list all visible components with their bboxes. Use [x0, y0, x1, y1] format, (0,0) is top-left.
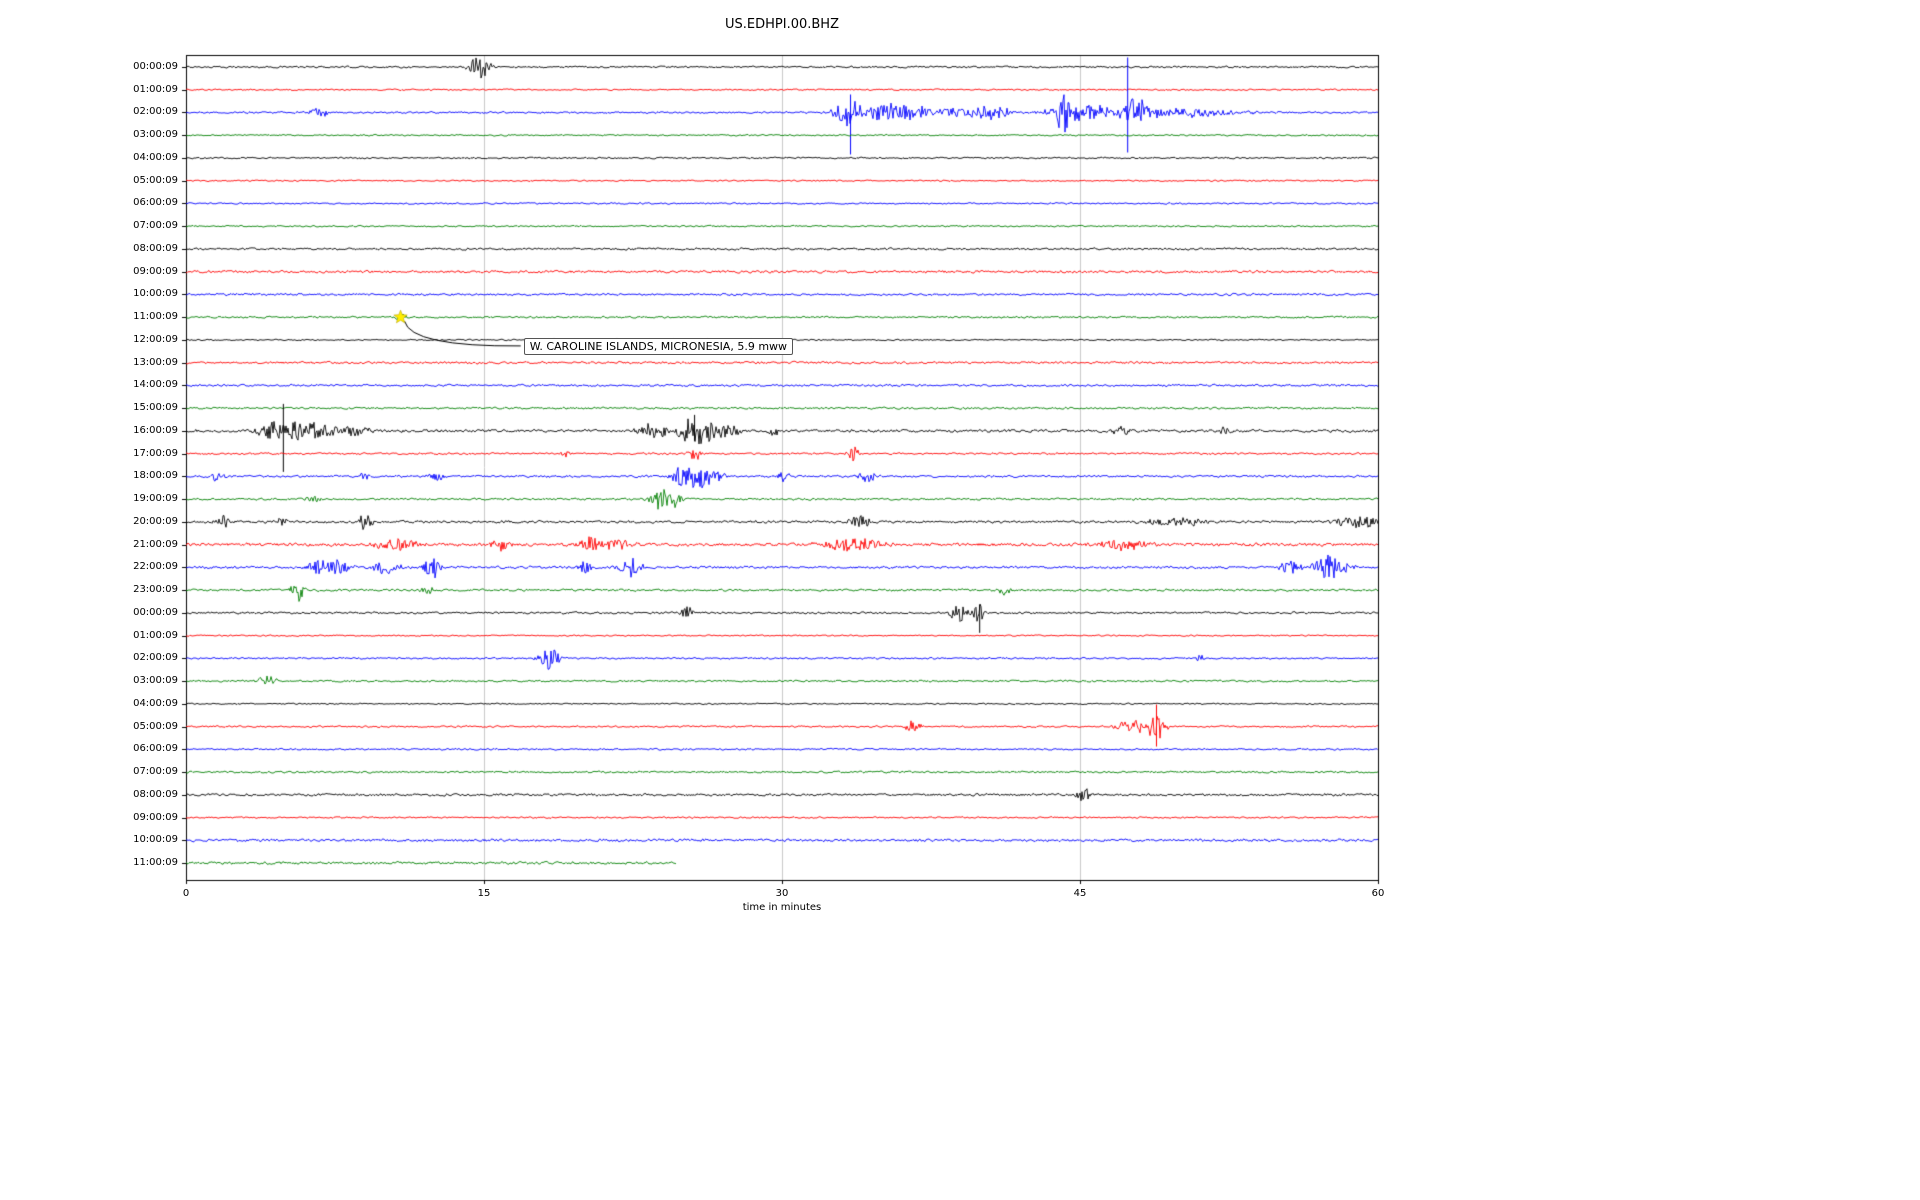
row-label: 03:00:09: [133, 675, 178, 687]
row-label: 02:00:09: [133, 106, 178, 118]
row-label: 03:00:09: [133, 129, 178, 141]
row-label: 05:00:09: [133, 174, 178, 186]
row-label: 09:00:09: [133, 265, 178, 277]
row-label: 12:00:09: [133, 333, 178, 345]
row-label: 00:00:09: [133, 61, 178, 72]
row-label: 22:00:09: [133, 561, 178, 573]
row-label: 16:00:09: [133, 424, 178, 436]
row-label: 08:00:09: [133, 788, 178, 800]
x-tick-label: 45: [1073, 888, 1087, 899]
row-label: 15:00:09: [133, 402, 178, 414]
row-label: 04:00:09: [133, 697, 178, 709]
row-label: 07:00:09: [133, 766, 178, 778]
row-label: 08:00:09: [133, 242, 178, 254]
row-label: 01:00:09: [133, 629, 178, 641]
row-label: 05:00:09: [133, 720, 178, 732]
row-label: 00:00:09: [133, 606, 178, 618]
row-label: 06:00:09: [133, 197, 178, 209]
row-label: 18:00:09: [133, 470, 178, 482]
event-annotation: W. CAROLINE ISLANDS, MICRONESIA, 5.9 mww: [523, 337, 794, 355]
row-label: 01:00:09: [133, 83, 178, 95]
row-label: 02:00:09: [133, 652, 178, 664]
row-label: 11:00:09: [133, 857, 178, 868]
row-label: 20:00:09: [133, 515, 178, 527]
row-label: 13:00:09: [133, 356, 178, 368]
row-label: 19:00:09: [133, 493, 178, 505]
row-label: 23:00:09: [133, 584, 178, 596]
row-label: 17:00:09: [133, 447, 178, 459]
row-label: 10:00:09: [133, 834, 178, 846]
row-label: 14:00:09: [133, 379, 178, 391]
x-tick-label: 60: [1371, 888, 1385, 899]
chart-title: US.EDHPI.00.BHZ: [725, 17, 839, 32]
row-label: 21:00:09: [133, 538, 178, 550]
x-axis-label: time in minutes: [742, 902, 822, 913]
row-label: 10:00:09: [133, 288, 178, 300]
row-label: 06:00:09: [133, 743, 178, 755]
row-label: 09:00:09: [133, 811, 178, 823]
x-tick-label: 15: [477, 888, 491, 899]
row-label: 04:00:09: [133, 151, 178, 163]
row-label: 07:00:09: [133, 220, 178, 232]
x-tick-label: 30: [775, 888, 789, 899]
row-label: 11:00:09: [133, 311, 178, 323]
x-tick-label: 0: [182, 888, 190, 899]
